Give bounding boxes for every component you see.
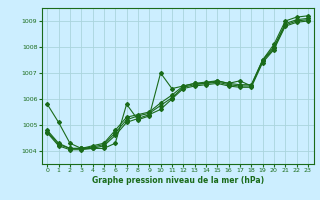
X-axis label: Graphe pression niveau de la mer (hPa): Graphe pression niveau de la mer (hPa)	[92, 176, 264, 185]
